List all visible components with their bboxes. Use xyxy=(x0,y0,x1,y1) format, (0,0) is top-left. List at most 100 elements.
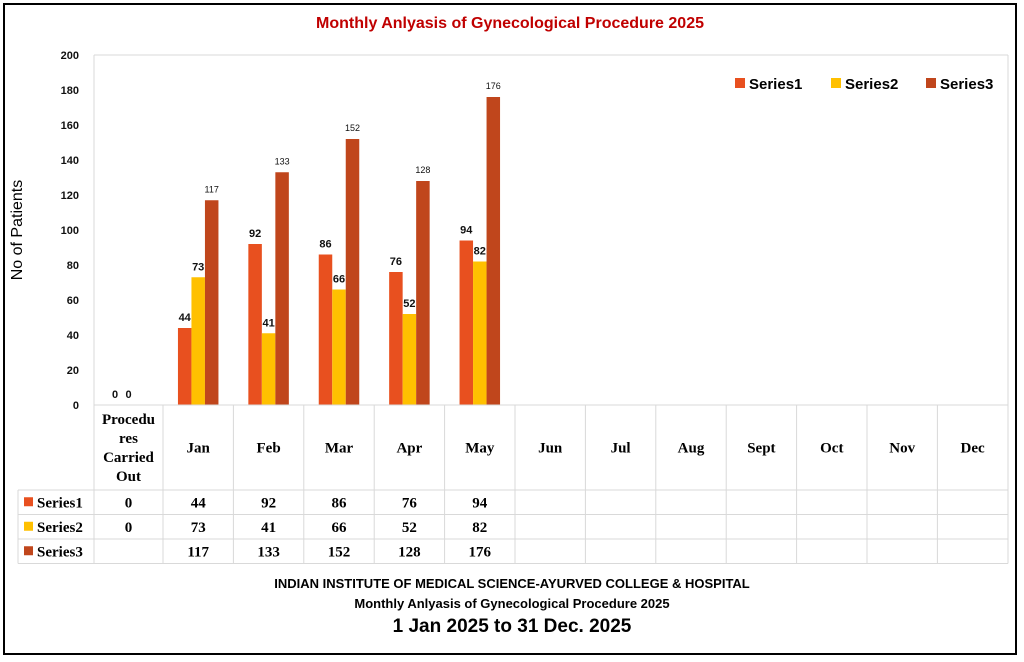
data-label-series1: 44 xyxy=(179,312,192,324)
y-tick-label: 100 xyxy=(61,225,79,237)
category-label-line: Dec xyxy=(961,441,985,457)
y-tick-label: 80 xyxy=(67,260,79,272)
y-tick-label: 120 xyxy=(61,190,79,202)
bar-series2 xyxy=(402,314,417,405)
bars xyxy=(177,97,501,405)
table-cell-value: 152 xyxy=(328,544,351,560)
data-table: Procedu res Carried Out Jan Feb Mar Apr May Jun Ju… xyxy=(17,404,1009,564)
bar-series1 xyxy=(459,240,474,405)
table-cell-value: 41 xyxy=(261,520,276,536)
row-series-name: Series1 xyxy=(37,495,83,511)
bar-series2 xyxy=(332,289,346,405)
chart-frame xyxy=(3,3,1017,655)
category-label: Jan xyxy=(187,441,211,457)
data-label-series2: 66 xyxy=(333,274,345,286)
table-cell-value: 76 xyxy=(402,495,418,511)
category-label-line: Procedu xyxy=(102,412,155,428)
category-label-line: res xyxy=(119,431,138,447)
footer-institute: INDIAN INSTITUTE OF MEDICAL SCIENCE-AYUR… xyxy=(274,576,750,591)
bar-series3 xyxy=(204,200,219,405)
legend-label-series1: Series1 xyxy=(749,76,802,93)
data-label-series3: 128 xyxy=(415,165,430,175)
bar-series1 xyxy=(248,244,262,405)
bar-series1 xyxy=(389,272,403,405)
y-tick-label: 60 xyxy=(67,295,79,307)
category-label: Dec xyxy=(961,441,985,457)
legend-key-series1 xyxy=(735,78,745,88)
table-cell-value: 133 xyxy=(257,544,280,560)
category-label: Nov xyxy=(889,441,915,457)
category-label-line: Sept xyxy=(747,441,775,457)
bar-series2 xyxy=(473,261,487,405)
data-label-series3: 133 xyxy=(275,156,290,166)
data-label-series1: 76 xyxy=(390,256,402,268)
category-label: Apr xyxy=(396,441,422,457)
data-label-series3: 176 xyxy=(486,81,501,91)
data-label-series1: 86 xyxy=(319,239,331,251)
bar-series1 xyxy=(318,254,333,405)
category-label-line: Jul xyxy=(611,441,631,457)
y-tick-label: 200 xyxy=(61,50,79,62)
table-cell-value: 94 xyxy=(472,495,488,511)
y-tick-label: 20 xyxy=(67,365,79,377)
row-legend-key xyxy=(24,521,33,531)
data-label-series2: 0 xyxy=(125,389,131,401)
gridlines: 0 20 40 60 80 100 120 140 160 180 200 xyxy=(61,50,1009,412)
category-label: Oct xyxy=(820,441,843,457)
category-label-line: Jun xyxy=(538,441,563,457)
table-cell-value: 92 xyxy=(261,495,276,511)
category-label: Aug xyxy=(678,441,705,457)
legend-label-series3: Series3 xyxy=(940,76,993,93)
category-label-line: Jan xyxy=(187,441,211,457)
table-cell-value: 128 xyxy=(398,544,421,560)
row-series-name: Series3 xyxy=(37,544,83,560)
gynecology-bar-chart: Monthly Anlyasis of Gynecological Proced… xyxy=(9,15,1009,564)
table-cell-value: 66 xyxy=(332,520,348,536)
footer-date-range: 1 Jan 2025 to 31 Dec. 2025 xyxy=(392,616,632,637)
category-label: Jul xyxy=(611,441,631,457)
chart-title: Monthly Anlyasis of Gynecological Proced… xyxy=(316,15,704,32)
data-label-series3: 152 xyxy=(345,123,360,133)
data-label-series1: 92 xyxy=(249,228,261,240)
category-label-line: Oct xyxy=(820,441,843,457)
data-label-series3: 117 xyxy=(205,184,219,194)
data-label-series1: 94 xyxy=(460,225,473,237)
bar-series2 xyxy=(191,277,205,405)
table-cell-value: 52 xyxy=(402,520,417,536)
row-legend-key xyxy=(24,546,33,556)
data-label-series2: 41 xyxy=(262,317,274,329)
table-cell-value: 117 xyxy=(187,544,209,560)
category-label: Feb xyxy=(257,441,281,457)
category-label: Mar xyxy=(325,441,354,457)
data-label-series2: 52 xyxy=(403,298,415,310)
category-label: Jun xyxy=(538,441,563,457)
row-legend-key xyxy=(24,497,33,507)
bar-series3 xyxy=(345,139,360,405)
table-cell-value: 82 xyxy=(472,520,487,536)
table-cell-value: 0 xyxy=(125,495,133,511)
bar-series3 xyxy=(275,172,289,405)
footer-subtitle: Monthly Anlyasis of Gynecological Proced… xyxy=(354,596,670,611)
y-tick-label: 180 xyxy=(61,85,79,97)
category-label-line: Apr xyxy=(396,441,422,457)
bar-series1 xyxy=(177,328,192,405)
category-label-line: Nov xyxy=(889,441,915,457)
category-label-line: May xyxy=(465,441,495,457)
table-cell-value: 0 xyxy=(125,520,133,536)
legend-key-series2 xyxy=(831,78,841,88)
row-series-name: Series2 xyxy=(37,520,83,536)
y-tick-label: 160 xyxy=(61,120,79,132)
bar-series3 xyxy=(486,97,501,405)
category-label-line: Mar xyxy=(325,441,354,457)
category-label: May xyxy=(465,441,495,457)
category-label-line: Feb xyxy=(257,441,281,457)
data-label-series2: 73 xyxy=(192,261,204,273)
y-tick-label: 0 xyxy=(73,400,79,412)
table-cell-value: 176 xyxy=(469,544,492,560)
table-cell-value: 73 xyxy=(191,520,206,536)
legend-label-series2: Series2 xyxy=(845,76,898,93)
data-label-series1: 0 xyxy=(112,389,118,401)
data-label-series2: 82 xyxy=(474,246,486,258)
category-label: Sept xyxy=(747,441,775,457)
